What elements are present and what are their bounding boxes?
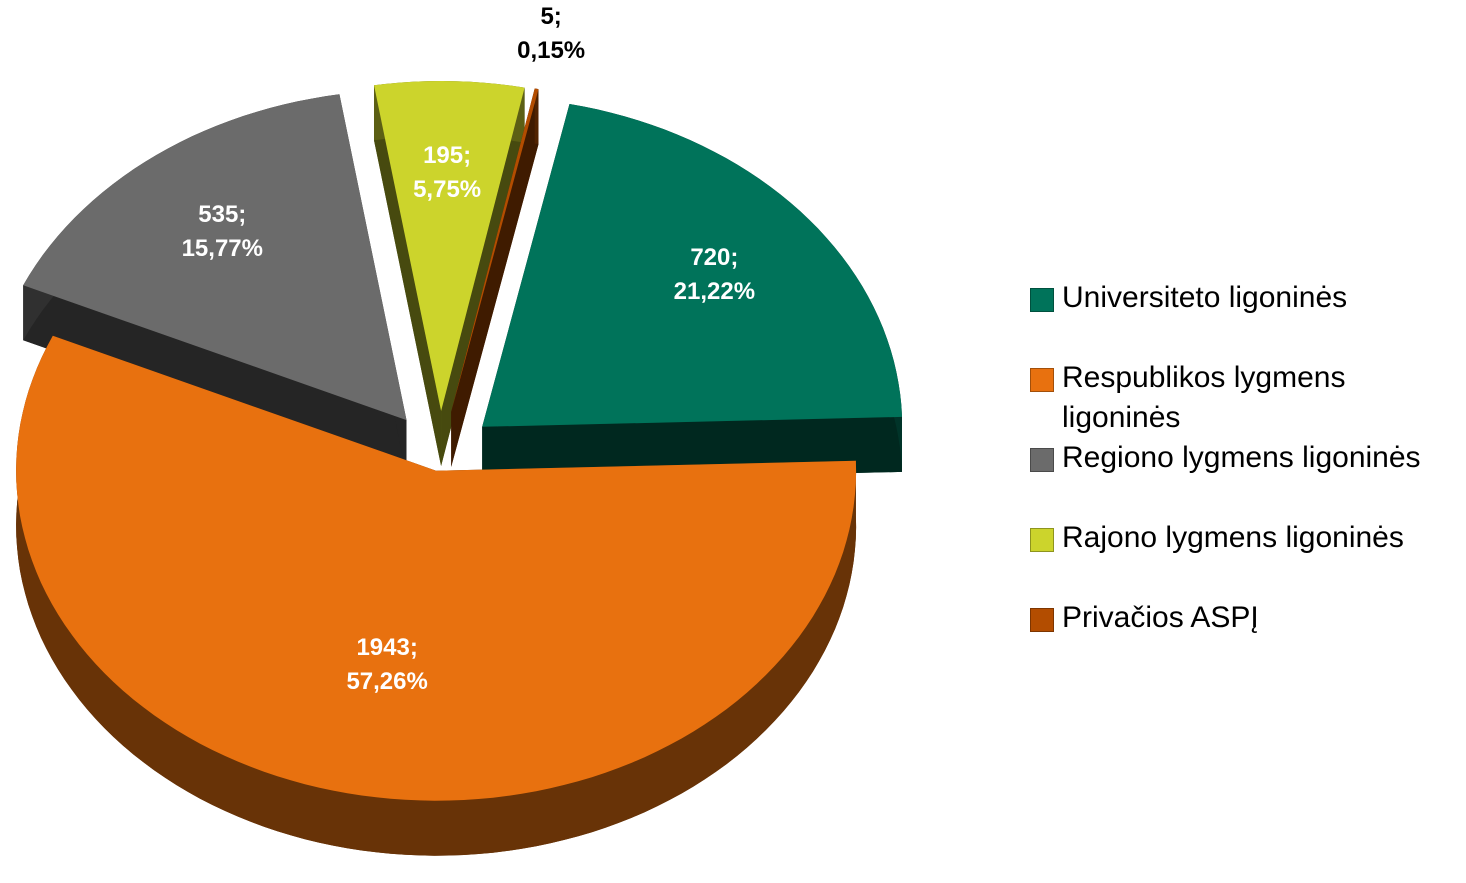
slice [16, 335, 857, 801]
legend-swatch [1030, 528, 1054, 552]
legend-label: Rajono lygmens ligoninės [1062, 521, 1404, 554]
data-label: 720; 21,22% [673, 243, 756, 305]
data-label: 1943; 57,26% [346, 633, 428, 695]
legend-label: Respublikos lygmens ligoninės [1062, 361, 1346, 434]
legend-label: Universiteto ligoninės [1062, 281, 1348, 314]
slice [482, 104, 902, 427]
legend-item: Rajono lygmens ligoninės [1030, 518, 1460, 558]
legend-swatch [1030, 368, 1054, 392]
data-label: 535; 15,77% [181, 200, 263, 262]
legend-swatch [1030, 288, 1054, 312]
legend-swatch [1030, 448, 1054, 472]
legend-item: Privačios ASPĮ [1030, 598, 1460, 638]
legend-swatch [1030, 608, 1054, 632]
legend-item: Respublikos lygmens ligoninės [1030, 358, 1460, 438]
legend-label: Regiono lygmens ligoninės [1062, 441, 1421, 474]
slice-side [451, 89, 539, 467]
slice-side [374, 85, 442, 466]
data-label: 5; 0,15% [517, 2, 586, 64]
legend-item: Universiteto ligoninės [1030, 278, 1460, 318]
legend: Universiteto ligoninės Respublikos lygmen… [1030, 278, 1460, 678]
legend-label: Privačios ASPĮ [1062, 601, 1259, 634]
pie-chart [16, 81, 902, 856]
slice [374, 81, 525, 411]
legend-item: Regiono lygmens ligoninės [1030, 438, 1460, 478]
slice-rim [534, 88, 539, 145]
slice [451, 88, 539, 412]
data-label: 195; 5,75% [413, 142, 482, 204]
slice [23, 94, 407, 421]
